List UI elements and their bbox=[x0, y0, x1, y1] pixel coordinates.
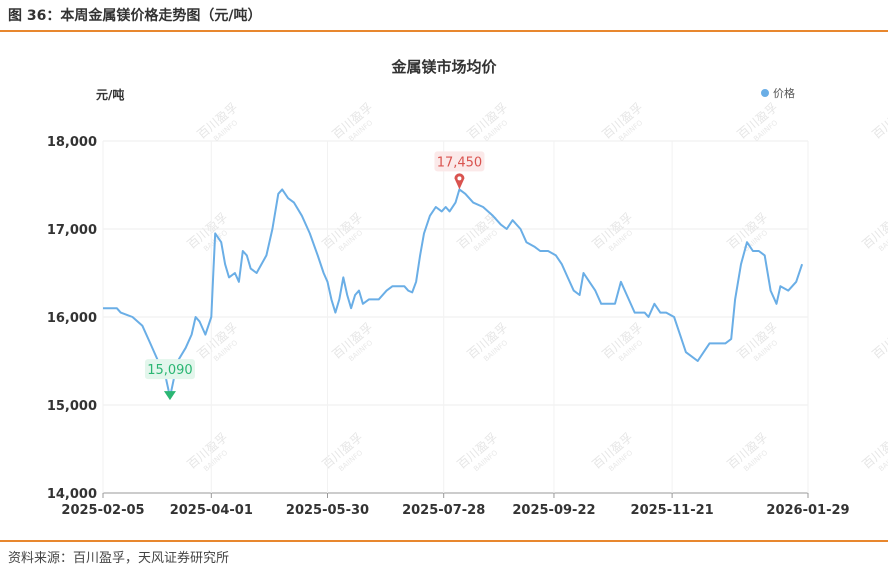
price-line bbox=[103, 188, 804, 399]
figure-title: 图 36：本周金属镁价格走势图（元/吨） bbox=[8, 8, 262, 24]
x-tick-label: 2025-09-22 bbox=[512, 503, 595, 518]
y-tick-label: 17,000 bbox=[47, 223, 97, 238]
y-tick-label: 14,000 bbox=[47, 487, 97, 502]
legend-label: 价格 bbox=[773, 86, 795, 100]
y-axis-unit: 元/吨 bbox=[96, 87, 124, 102]
annotation-box bbox=[434, 151, 485, 172]
min-pin-icon bbox=[163, 391, 176, 401]
legend-marker bbox=[761, 89, 769, 97]
x-tick-label: 2026-01-29 bbox=[766, 503, 849, 518]
chart-title: 金属镁市场均价 bbox=[390, 58, 497, 76]
legend[interactable]: 价格 bbox=[761, 86, 795, 100]
extrema-annotations: 17,450 15,090 bbox=[144, 151, 485, 401]
top-divider bbox=[0, 30, 888, 32]
y-tick-label: 15,000 bbox=[47, 399, 97, 414]
x-tick-label: 2025-05-30 bbox=[286, 503, 369, 518]
y-tick-label: 18,000 bbox=[47, 135, 97, 150]
min-annotation: 15,090 bbox=[144, 359, 195, 401]
x-tick-label: 2025-04-01 bbox=[170, 503, 253, 518]
x-tick-label: 2025-11-21 bbox=[631, 503, 714, 518]
max-pin-icon bbox=[454, 173, 465, 190]
annotation-label: 15,090 bbox=[147, 363, 193, 378]
source-note: 资料来源：百川盈孚，天风证券研究所 bbox=[8, 551, 230, 566]
annotation-box bbox=[144, 359, 195, 380]
svg-text:百川盈孚: 百川盈孚 bbox=[870, 100, 888, 142]
annotation-label: 17,450 bbox=[437, 155, 483, 170]
x-tick-label: 2025-02-05 bbox=[61, 503, 144, 518]
max-annotation: 17,450 bbox=[434, 151, 485, 190]
svg-text:百川盈孚: 百川盈孚 bbox=[870, 320, 888, 362]
x-tick-label: 2025-07-28 bbox=[402, 503, 485, 518]
grid-lines bbox=[102, 140, 809, 494]
x-axis: 2025-02-05 2025-04-01 2025-05-30 2025-07-28… bbox=[61, 493, 850, 518]
y-axis: 14,000 15,000 16,000 17,000 18,000 bbox=[47, 135, 97, 502]
y-tick-label: 16,000 bbox=[47, 311, 97, 326]
bottom-divider bbox=[0, 540, 888, 542]
